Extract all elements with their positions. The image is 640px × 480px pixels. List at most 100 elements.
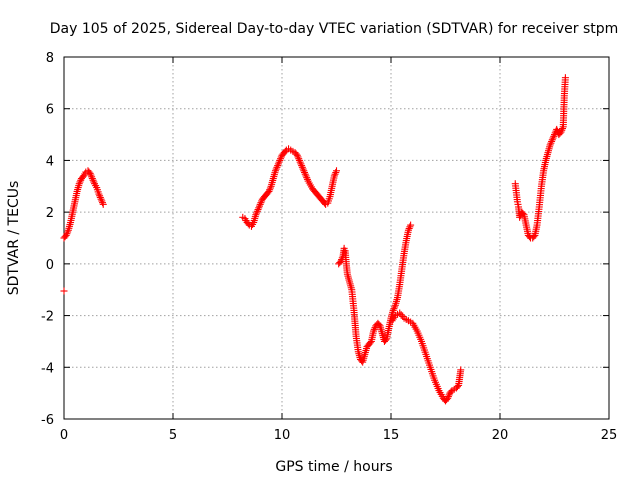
data-point (333, 167, 340, 175)
x-tick-label: 20 (492, 428, 509, 443)
data-point (64, 228, 72, 236)
data-points (60, 74, 569, 405)
data-point (275, 158, 283, 166)
data-point (389, 306, 397, 314)
y-tick-label: 4 (46, 154, 54, 169)
y-tick-label: 2 (46, 206, 54, 221)
x-axis-tick-labels: 0 5 10 15 20 25 (60, 428, 617, 443)
data-point (303, 175, 311, 183)
data-point (76, 178, 84, 186)
data-point (297, 160, 305, 168)
data-point (370, 325, 378, 333)
data-point (277, 155, 285, 163)
data-point (405, 225, 413, 233)
x-tick-label: 5 (169, 428, 177, 443)
y-axis-label: SDTVAR / TECUs (6, 181, 22, 296)
data-point (549, 134, 557, 142)
data-point (301, 170, 309, 178)
y-tick-label: -6 (41, 413, 54, 428)
data-point (99, 199, 107, 207)
data-point (391, 303, 399, 311)
data-point (293, 151, 301, 159)
data-point (257, 199, 265, 207)
data-point (399, 312, 407, 320)
data-point (548, 137, 556, 145)
data-point (63, 230, 71, 238)
data-point (444, 393, 452, 401)
data-point (98, 197, 106, 205)
data-point (382, 336, 390, 344)
data-point (274, 162, 282, 170)
data-point (547, 139, 555, 147)
data-point (272, 165, 280, 173)
data-point (366, 339, 374, 347)
data-point (256, 200, 264, 208)
x-tick-label: 15 (383, 428, 400, 443)
data-point (302, 172, 310, 180)
data-point (255, 204, 263, 212)
data-point (89, 176, 97, 184)
data-point (330, 172, 338, 180)
data-point (519, 209, 527, 217)
data-point (396, 309, 404, 317)
data-point (62, 231, 70, 239)
data-point (273, 163, 281, 171)
data-point (332, 168, 340, 176)
data-point (407, 221, 415, 229)
data-point (254, 206, 262, 214)
data-point (265, 187, 273, 195)
data-point (99, 200, 107, 208)
data-point (546, 141, 554, 149)
y-tick-label: 8 (46, 51, 54, 66)
data-point (404, 226, 412, 234)
data-point (457, 366, 465, 374)
y-tick-label: 0 (46, 258, 54, 273)
x-axis-label: GPS time / hours (275, 459, 392, 475)
data-point (298, 162, 306, 170)
data-point (96, 193, 104, 201)
data-point (75, 180, 83, 188)
data-point (561, 74, 569, 82)
data-point (60, 287, 68, 295)
data-point (88, 175, 96, 183)
data-point (300, 167, 308, 175)
data-point (298, 163, 306, 171)
data-point (274, 160, 282, 168)
data-point (301, 168, 309, 176)
data-point (331, 170, 339, 178)
data-point (266, 186, 274, 194)
data-point (295, 155, 303, 163)
data-point (397, 311, 405, 319)
data-point (88, 173, 96, 181)
data-point (558, 125, 566, 133)
data-point (87, 171, 95, 179)
data-point (444, 394, 452, 402)
y-axis-tick-labels: -6 -4 -2 0 2 4 6 8 (41, 51, 54, 428)
data-point (548, 136, 556, 144)
data-point (390, 305, 398, 313)
y-tick-label: -4 (41, 361, 54, 376)
data-point (253, 207, 261, 215)
data-point (90, 178, 98, 186)
data-point (296, 158, 304, 166)
data-point (253, 209, 261, 217)
data-point (453, 383, 461, 391)
data-point (375, 321, 383, 329)
x-tick-label: 0 (60, 428, 68, 443)
data-point (558, 126, 566, 134)
data-point (553, 125, 561, 133)
data-point (390, 313, 398, 321)
data-point (406, 223, 414, 231)
data-point (97, 195, 105, 203)
data-point (271, 167, 279, 175)
y-tick-label: -2 (41, 310, 54, 325)
x-tick-label: 25 (601, 428, 618, 443)
data-point (252, 211, 260, 219)
data-point (294, 153, 302, 161)
data-point (276, 156, 284, 164)
chart-title: Day 105 of 2025, Sidereal Day-to-day VTE… (50, 21, 619, 37)
data-point (370, 327, 378, 335)
data-point (255, 202, 263, 210)
data-point (295, 156, 303, 164)
